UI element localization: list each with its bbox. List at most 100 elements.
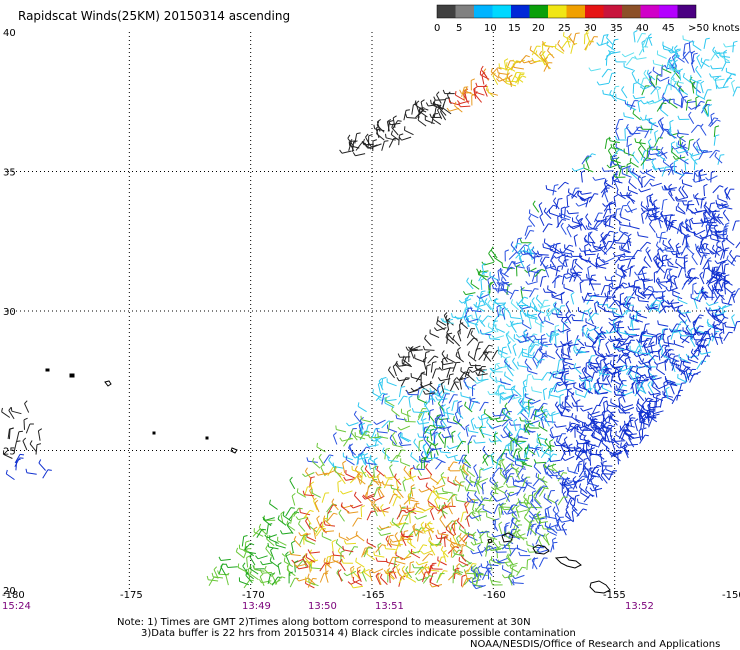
wind-barb-flag [621,165,626,168]
wind-barb [612,179,623,184]
wind-barb [677,135,686,143]
wind-barb [436,327,447,332]
wind-barb-flag [530,498,533,503]
wind-barb [660,213,668,223]
wind-barb [561,352,571,358]
wind-barb [291,495,296,506]
wind-barb-flag [725,234,728,240]
wind-barb-flag [441,433,445,438]
wind-barb-flag [690,152,694,157]
wind-barb-flag [578,377,582,382]
wind-barb-flag [728,331,733,334]
wind-barb [557,305,562,316]
wind-barb [685,313,691,323]
wind-barb-flag [673,276,678,280]
wind-barb [648,207,659,210]
wind-barb [588,275,593,286]
wind-barb-flag [465,424,470,428]
wind-barb [468,535,478,541]
wind-barb-flag [505,323,510,328]
wind-barb [385,400,395,407]
wind-barb [529,551,540,553]
wind-barb-flag [294,560,299,563]
wind-barb-flag [712,323,714,328]
wind-barb-flag [528,214,532,219]
wind-barb-flag [528,443,530,448]
wind-barb-flag [460,391,462,396]
wind-barb [487,303,495,312]
wind-barb-flag [366,538,368,543]
wind-barb-flag [543,355,548,358]
wind-barb [407,541,416,549]
wind-barb-flag [370,569,375,574]
wind-barb-flag [397,568,401,573]
wind-barb [690,62,695,73]
wind-barb-flag [641,266,646,270]
wind-barb [510,324,517,333]
wind-barb [682,235,686,246]
wind-barb-flag [421,508,425,512]
wind-barb [612,356,615,367]
wind-barb-flag [442,318,445,323]
wind-barb [717,310,727,316]
wind-barb [695,97,697,108]
wind-barb-flag [614,239,619,242]
wind-barb [420,524,426,534]
wind-barb-flag [504,402,508,407]
wind-barb-flag [474,490,477,495]
wind-barb [603,353,614,358]
wind-barb [401,444,412,447]
wind-barb-flag [710,112,715,116]
wind-barb [407,576,417,583]
wind-barb [479,293,490,299]
wind-barb-flag [307,549,311,554]
wind-barb-flag [378,525,382,530]
wind-barb-flag [632,168,635,173]
wind-barb [376,419,386,425]
wind-barb [581,155,588,165]
wind-barb-flag [584,243,589,247]
wind-barb [489,376,498,384]
wind-barb-flag [692,231,697,236]
wind-barb [479,428,485,438]
wind-barb [648,417,653,428]
wind-barb [305,582,315,589]
wind-barb-flag [560,340,564,345]
wind-barb-flag [707,260,712,262]
wind-barb [447,374,451,385]
wind-barb [731,317,736,327]
wind-barb-flag [551,331,557,334]
wind-barb-flag [258,523,262,528]
wind-barb [389,467,394,477]
wind-barb [349,534,359,541]
wind-barb [661,127,671,134]
wind-barb-flag [491,335,495,339]
wind-barb [424,338,432,347]
wind-barb-flag [478,508,482,512]
wind-barb-flag [487,567,492,570]
wind-barb [341,438,352,442]
wind-barb [675,321,682,331]
wind-barb-flag [638,145,642,150]
wind-barb-flag [640,125,643,130]
wind-barb [561,482,570,491]
wind-barb-flag [470,498,476,501]
wind-barb-flag [470,550,474,555]
wind-barb [601,415,609,424]
wind-barb [384,449,387,460]
wind-barb-flag [638,188,642,193]
wind-barb-flag [705,177,709,181]
wind-barb-flag [671,145,676,150]
wind-barb [531,560,538,570]
wind-barb [502,266,513,270]
wind-barb [668,265,679,269]
wind-barb-flag [674,197,678,202]
wind-barb-flag [535,527,537,533]
wind-barb-flag [419,439,424,442]
wind-barb-flag [657,150,660,155]
wind-barb-flag [459,532,462,537]
wind-barb-flag [336,569,340,574]
wind-barb [533,466,542,475]
wind-barb-flag [449,373,454,376]
wind-barb-flag [553,197,557,202]
